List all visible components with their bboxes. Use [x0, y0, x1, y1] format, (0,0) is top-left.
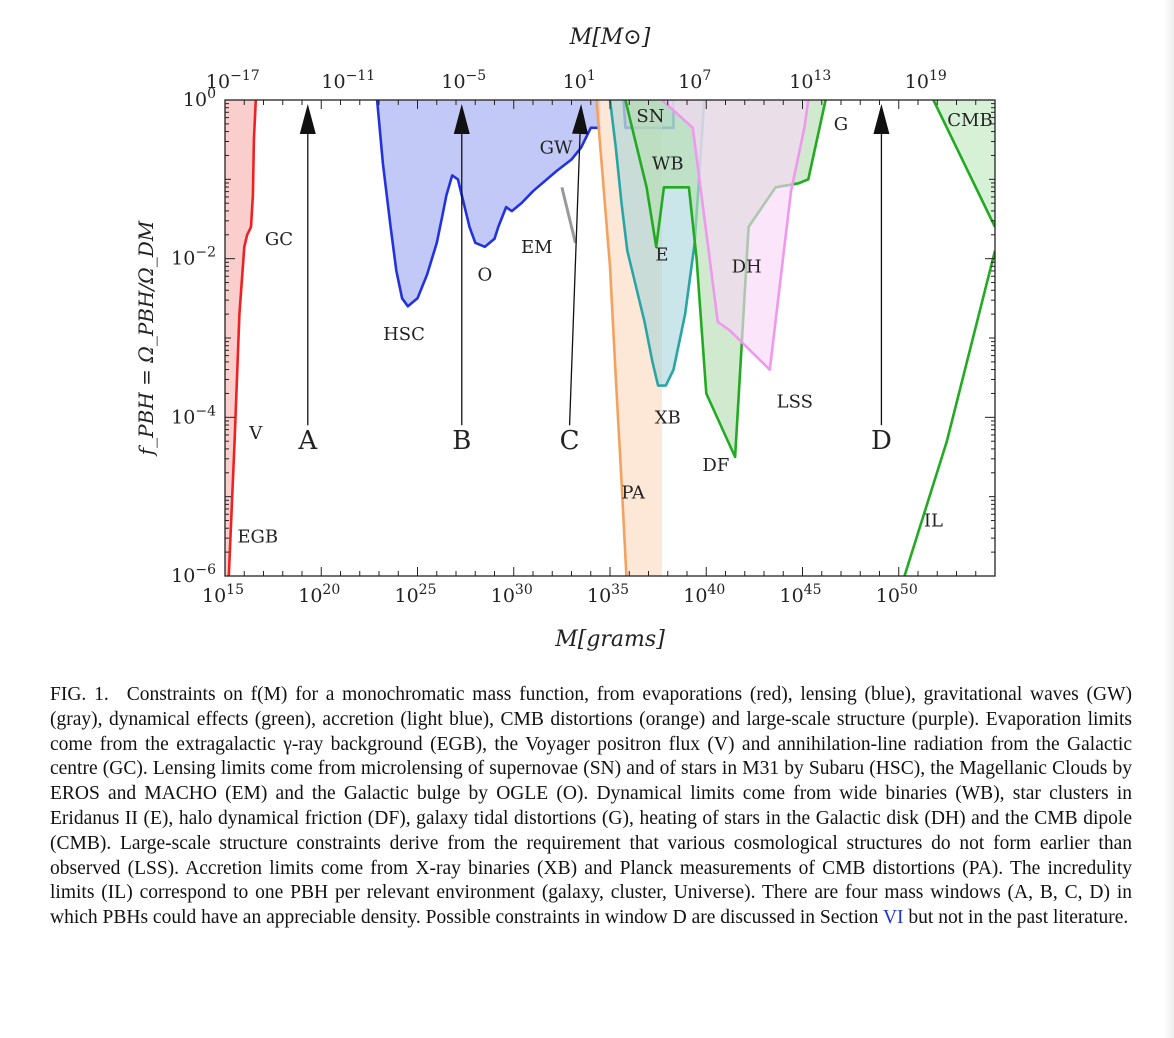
- page-edge-shadow: [1164, 0, 1174, 1038]
- x-tick-label: 1020: [298, 582, 340, 607]
- x2-tick-label: 10−5: [441, 68, 486, 93]
- annotation-e: E: [655, 245, 668, 266]
- region-boundary-lensing: [375, 100, 601, 308]
- annotation-lss: LSS: [777, 391, 813, 412]
- annotation-wb: WB: [652, 153, 684, 174]
- annotation-g: G: [834, 114, 848, 135]
- x-tick-label: 1050: [876, 582, 918, 607]
- y-tick-label: 10−2: [171, 245, 216, 270]
- window-arrow-head-c: [572, 103, 589, 135]
- annotation-em: EM: [521, 237, 553, 258]
- mass-window-arrows: A B C D: [297, 103, 892, 456]
- x-tick-label: 1015: [202, 582, 244, 607]
- annotation-dh: DH: [732, 257, 762, 278]
- x2-tick-label: 10−17: [206, 68, 260, 93]
- tick-labels: 1015 1020 1025 1030 1035 1040 1045 1050 10−17 10−…: [171, 68, 947, 607]
- x2-tick-label: 1013: [789, 68, 831, 93]
- figure-caption: FIG. 1. Constraints on f(M) for a monochr…: [50, 683, 1132, 931]
- x-tick-label: 1045: [779, 582, 821, 607]
- annotation-v: V: [248, 423, 263, 444]
- region-boundary-xb: [608, 100, 706, 387]
- annotation-pa: PA: [621, 483, 645, 504]
- constraints-chart: A B C D GC V EGB HSC O EM GW SN WB E DH G CMB LSS XB DF PA I…: [134, 25, 996, 652]
- annotation-il: IL: [924, 510, 943, 531]
- window-label-a: A: [297, 426, 318, 456]
- x-tick-label: 1030: [491, 582, 533, 607]
- window-label-c: C: [560, 426, 580, 456]
- x2-tick-label: 107: [678, 68, 711, 93]
- y-axis-label: f_PBH = Ω_PBH/Ω_DM: [134, 220, 158, 457]
- x-axis-label: M[grams]: [554, 627, 665, 652]
- x2-tick-label: 10−11: [321, 68, 375, 93]
- region-boundary-il: [903, 250, 995, 576]
- annotation-cmb: CMB: [947, 110, 992, 131]
- region-boundary-dynamical: [624, 100, 827, 459]
- window-arrow-head-d: [873, 103, 890, 134]
- region-boundary-pa: [595, 100, 628, 576]
- x-tick-label: 1040: [683, 582, 725, 607]
- annotation-df: DF: [702, 455, 729, 476]
- x-tick-label: 1035: [587, 582, 629, 607]
- window-label-b: B: [452, 426, 471, 456]
- window-arrow-head-b: [453, 103, 470, 134]
- x2-tick-label: 101: [563, 68, 596, 93]
- y-tick-label: 10−4: [171, 403, 216, 428]
- window-arrow-head-a: [299, 103, 316, 134]
- x2-axis-label: M[M⊙]: [569, 25, 651, 50]
- annotation-o: O: [477, 265, 492, 286]
- annotation-sn: SN: [636, 106, 664, 127]
- figure-label: FIG. 1.: [50, 684, 109, 705]
- annotation-gc: GC: [265, 229, 293, 250]
- region-boundary-evaporation: [227, 100, 258, 576]
- annotation-hsc: HSC: [383, 324, 425, 345]
- y-tick-label: 100: [183, 86, 216, 111]
- window-arrow-shaft-c: [568, 133, 581, 426]
- window-label-d: D: [871, 426, 892, 456]
- region-labels: GC V EGB HSC O EM GW SN WB E DH G CMB LSS XB DF PA IL: [237, 106, 992, 547]
- caption-text: Constraints on f(M) for a monochromatic …: [50, 684, 1132, 929]
- annotation-egb: EGB: [237, 526, 278, 547]
- section-link[interactable]: VI: [882, 907, 904, 929]
- caption-text-end: but not in the past literature.: [908, 907, 1129, 929]
- region-boundary-cmb: [932, 100, 995, 228]
- x2-tick-label: 1019: [905, 68, 947, 93]
- annotation-xb: XB: [655, 407, 681, 428]
- x-tick-label: 1025: [394, 582, 436, 607]
- region-boundary-gw: [560, 186, 577, 244]
- y-tick-label: 10−6: [171, 562, 216, 587]
- constraint-regions: [225, 100, 995, 576]
- region-boundary-lss: [661, 100, 810, 372]
- axis-ticks: [224, 99, 996, 577]
- annotation-gw: GW: [540, 138, 573, 159]
